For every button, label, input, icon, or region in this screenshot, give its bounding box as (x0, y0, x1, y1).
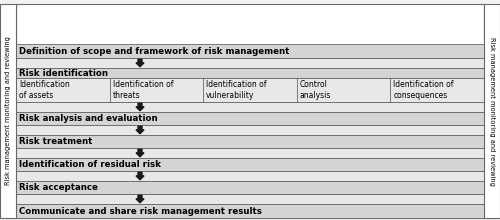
Bar (484, 4, 500, 218)
Bar (16, 158, 484, 171)
Bar (16, 78, 484, 102)
Bar (16, 204, 484, 218)
Text: Definition of scope and framework of risk management: Definition of scope and framework of ris… (19, 46, 289, 55)
Bar (16, 68, 484, 78)
Bar (16, 194, 484, 204)
Bar (16, 112, 484, 125)
Text: Communicate and share risk management results: Communicate and share risk management re… (19, 207, 262, 216)
Text: Risk analysis and evaluation: Risk analysis and evaluation (19, 114, 158, 123)
Polygon shape (136, 59, 144, 67)
Bar (16, 135, 484, 148)
Bar (0, 4, 16, 218)
Text: Identification of
threats: Identification of threats (112, 80, 173, 100)
Bar (16, 58, 484, 68)
Polygon shape (136, 149, 144, 157)
Text: Identification of
vulnerability: Identification of vulnerability (206, 80, 266, 100)
Polygon shape (136, 103, 144, 111)
Text: Identification of residual risk: Identification of residual risk (19, 160, 161, 169)
Text: Identification of
consequences: Identification of consequences (394, 80, 454, 100)
Bar (16, 181, 484, 194)
Bar (16, 125, 484, 135)
Text: Identification
of assets: Identification of assets (19, 80, 70, 100)
Bar (16, 44, 484, 58)
Polygon shape (136, 126, 144, 134)
Polygon shape (136, 195, 144, 203)
Text: Risk acceptance: Risk acceptance (19, 183, 98, 192)
Text: Risk management monitoring and reviewing: Risk management monitoring and reviewing (489, 37, 495, 185)
Bar (16, 148, 484, 158)
Text: Risk identification: Risk identification (19, 68, 108, 77)
Text: Risk treatment: Risk treatment (19, 137, 92, 146)
Text: Control
analysis: Control analysis (300, 80, 331, 100)
Bar (16, 102, 484, 112)
Bar (16, 171, 484, 181)
Text: Risk management monitoring and reviewing: Risk management monitoring and reviewing (5, 37, 11, 185)
Polygon shape (136, 172, 144, 180)
